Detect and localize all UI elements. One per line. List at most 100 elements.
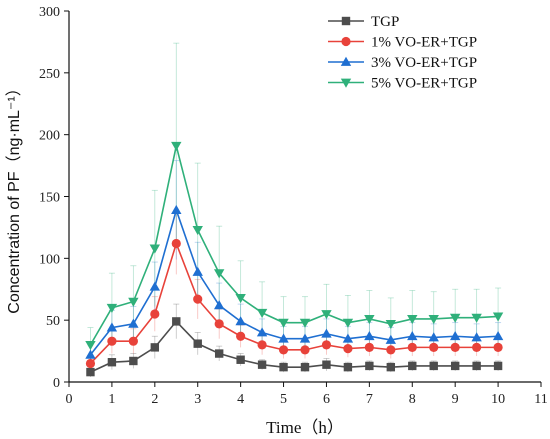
data-point-square bbox=[343, 362, 353, 372]
data-point-triangle-up bbox=[385, 334, 397, 344]
data-point-circle bbox=[364, 342, 374, 352]
data-point-triangle-up bbox=[407, 331, 418, 341]
legend-label-triangle-down: 5% VO-ER+TGP bbox=[371, 76, 477, 92]
legend-marker-square bbox=[341, 16, 351, 26]
x-tick-label: 3 bbox=[194, 392, 201, 407]
data-point-triangle-down bbox=[299, 318, 311, 328]
x-tick-label: 1 bbox=[108, 392, 115, 407]
legend-label-triangle-up: 3% VO-ER+TGP bbox=[371, 55, 477, 71]
data-point-square bbox=[429, 361, 438, 371]
data-point-circle bbox=[214, 319, 224, 329]
data-point-square bbox=[386, 362, 396, 372]
y-tick-label: 300 bbox=[39, 5, 60, 20]
data-point-square bbox=[193, 339, 202, 348]
data-point-square bbox=[257, 360, 267, 369]
data-point-triangle-up bbox=[492, 331, 504, 341]
data-point-triangle-down bbox=[278, 318, 289, 328]
data-point-square bbox=[450, 361, 460, 371]
x-tick-label: 5 bbox=[280, 392, 287, 407]
x-tick-label: 10 bbox=[491, 392, 505, 407]
data-point-square bbox=[408, 361, 417, 371]
x-tick-label: 0 bbox=[66, 392, 73, 407]
data-point-circle bbox=[150, 309, 160, 319]
data-point-triangle-up bbox=[299, 333, 311, 343]
data-point-circle bbox=[278, 345, 289, 355]
data-point-circle bbox=[450, 342, 460, 352]
data-point-triangle-down bbox=[364, 315, 375, 325]
x-tick-label: 2 bbox=[151, 392, 158, 407]
data-point-triangle-up bbox=[213, 300, 225, 310]
data-point-triangle-down bbox=[192, 225, 203, 236]
data-point-triangle-down bbox=[235, 294, 246, 304]
y-tick-label: 150 bbox=[39, 191, 60, 206]
data-point-triangle-up bbox=[256, 327, 268, 337]
data-point-square bbox=[300, 362, 310, 372]
legend-marker-circle bbox=[341, 36, 351, 47]
legend-label-square: TGP bbox=[371, 14, 399, 30]
x-tick-label: 9 bbox=[452, 392, 459, 407]
data-point-circle bbox=[321, 340, 332, 350]
x-tick-label: 11 bbox=[534, 392, 547, 407]
data-point-triangle-up bbox=[342, 333, 354, 343]
data-point-triangle-down bbox=[385, 319, 397, 330]
legend-marker-triangle-down bbox=[340, 78, 352, 88]
data-point-square bbox=[86, 367, 95, 377]
data-point-triangle-up bbox=[106, 322, 118, 332]
data-point-triangle-up bbox=[364, 331, 375, 341]
data-point-triangle-down bbox=[428, 315, 439, 325]
series-line-triangle-down bbox=[89, 145, 499, 346]
data-point-square bbox=[279, 362, 288, 372]
data-point-circle bbox=[236, 331, 246, 341]
data-point-square bbox=[129, 356, 138, 366]
data-point-triangle-down bbox=[449, 313, 461, 323]
data-point-triangle-up bbox=[278, 333, 289, 343]
data-point-square bbox=[322, 360, 331, 369]
data-point-triangle-up bbox=[85, 349, 96, 359]
data-point-triangle-down bbox=[321, 310, 332, 320]
data-point-circle bbox=[472, 342, 482, 352]
data-point-triangle-down bbox=[407, 315, 418, 325]
data-point-circle bbox=[193, 294, 203, 304]
data-point-triangle-down bbox=[106, 303, 118, 313]
data-point-circle bbox=[407, 342, 417, 352]
data-point-square bbox=[365, 361, 374, 371]
data-point-triangle-up bbox=[321, 328, 332, 338]
data-point-circle bbox=[257, 340, 267, 350]
data-point-triangle-down bbox=[213, 269, 225, 279]
x-tick-label: 8 bbox=[409, 392, 416, 407]
data-point-triangle-down bbox=[492, 312, 504, 322]
markers-layer bbox=[85, 141, 504, 377]
legend: TGP 1% VO-ER+TGP 3% VO-ER+TGP 5% VO-ER+TGP bbox=[328, 14, 477, 92]
data-point-square bbox=[150, 343, 160, 352]
data-point-triangle-up bbox=[235, 316, 246, 326]
data-point-square bbox=[472, 361, 481, 371]
data-point-square bbox=[493, 361, 503, 371]
y-tick-label: 250 bbox=[39, 67, 60, 82]
x-tick-label: 7 bbox=[366, 392, 373, 407]
y-tick-label: 50 bbox=[46, 314, 60, 329]
data-point-circle bbox=[171, 238, 181, 249]
data-point-triangle-down bbox=[128, 297, 139, 307]
data-point-triangle-down bbox=[471, 313, 482, 323]
data-point-triangle-up bbox=[449, 331, 461, 341]
data-point-circle bbox=[429, 342, 439, 352]
data-point-triangle-up bbox=[192, 266, 203, 276]
y-tick-label: 200 bbox=[39, 129, 60, 144]
x-tick-label: 6 bbox=[323, 392, 330, 407]
y-axis-title: Concentration of PF（ng·mL⁻¹） bbox=[5, 80, 23, 313]
data-point-square bbox=[172, 317, 181, 326]
data-point-circle bbox=[107, 336, 117, 346]
ticks-layer: 0 1 2 3 4 5 6 7 8 9 10 11 0 50 100 150 200 250 300 bbox=[39, 5, 548, 407]
data-point-triangle-up bbox=[128, 318, 139, 328]
legend-label-circle: 1% VO-ER+TGP bbox=[371, 35, 477, 51]
legend-marker-triangle-up bbox=[340, 56, 352, 66]
series-line-triangle-up bbox=[89, 207, 499, 356]
data-point-triangle-down bbox=[256, 308, 268, 318]
data-point-triangle-down bbox=[85, 341, 96, 351]
data-point-triangle-down bbox=[149, 244, 161, 254]
data-point-triangle-down bbox=[171, 141, 182, 151]
data-point-square bbox=[236, 355, 245, 364]
data-point-circle bbox=[300, 345, 310, 355]
data-point-triangle-down bbox=[342, 318, 354, 328]
